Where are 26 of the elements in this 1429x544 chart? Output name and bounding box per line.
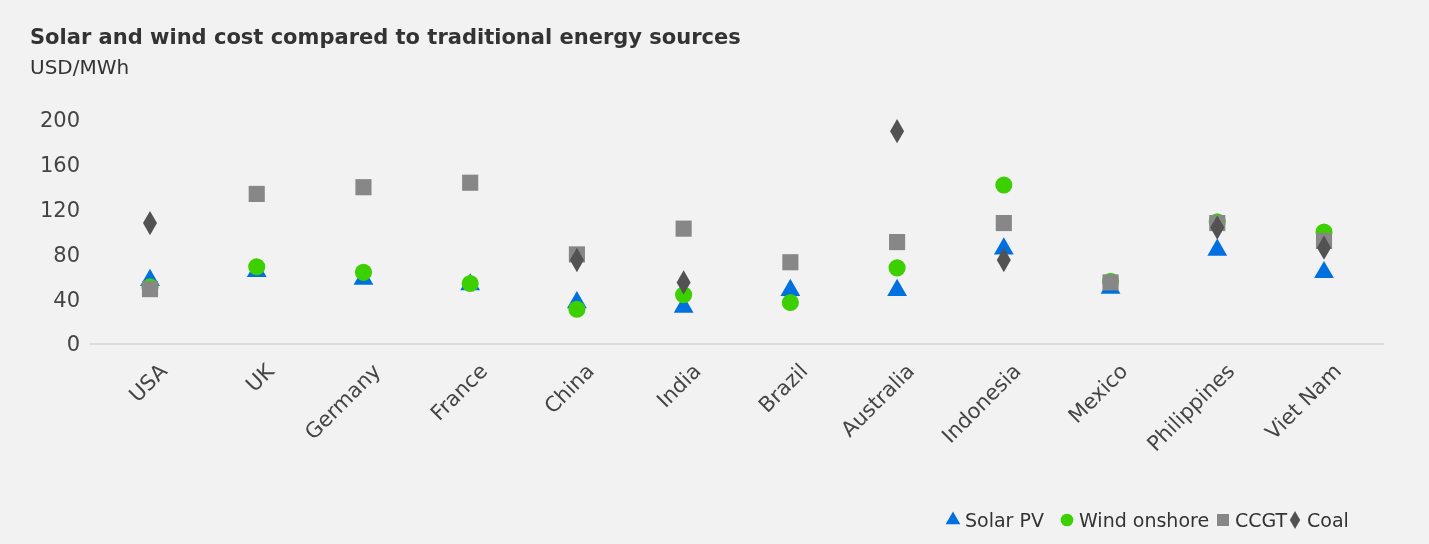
point [995, 176, 1013, 194]
point [781, 294, 799, 312]
point [995, 214, 1012, 232]
legend-label: Coal [1307, 509, 1349, 531]
point [355, 179, 372, 196]
legend-label: Wind onshore [1079, 509, 1210, 531]
point [248, 185, 265, 202]
y-tick-label: 160 [39, 153, 80, 178]
chart-subtitle: USD/MWh [30, 55, 130, 79]
y-tick-label: 40 [53, 287, 80, 312]
point [354, 263, 373, 281]
chart-title: Solar and wind cost compared to traditional energy sources [30, 25, 741, 49]
y-tick-label: 80 [53, 242, 80, 267]
point [888, 259, 906, 277]
point [675, 220, 692, 237]
point [782, 254, 799, 271]
legend-label: CCGT [1235, 509, 1288, 531]
y-tick-label: 0 [66, 332, 80, 357]
point [889, 234, 906, 251]
y-tick-label: 120 [39, 197, 80, 222]
y-tick-label: 200 [39, 108, 80, 133]
x-tick-label: UK [241, 358, 280, 397]
point [462, 174, 479, 191]
point [568, 300, 586, 318]
x-tick-label: USA [124, 358, 173, 407]
legend-label: Solar PV [965, 509, 1044, 531]
